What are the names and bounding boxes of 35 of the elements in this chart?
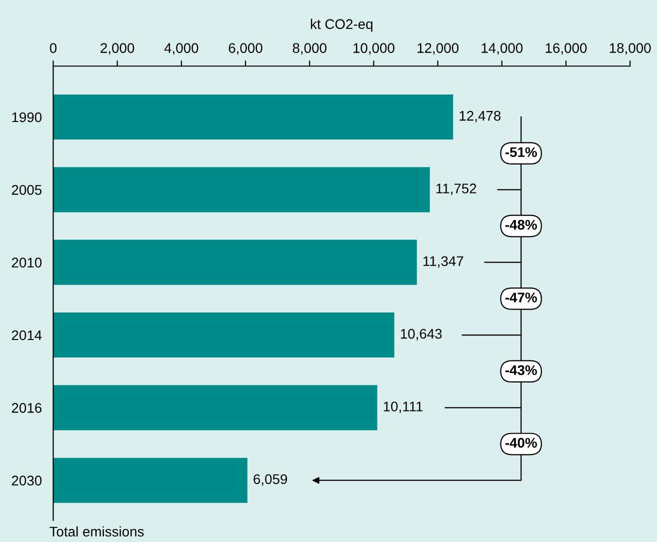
x-tick-label: 14,000: [482, 43, 523, 55]
x-tick-label: 8,000: [292, 43, 326, 55]
annotation: -40%: [505, 438, 537, 448]
y-tick-label: 2005: [12, 185, 42, 195]
x-tick-label: 10,000: [354, 43, 394, 55]
annotation: -51%: [505, 147, 537, 158]
x-tick-label: 18,000: [610, 43, 651, 55]
annotation: -43%: [505, 365, 537, 376]
data-label: 12,478: [460, 110, 501, 122]
y-tick-label: 2016: [12, 403, 42, 413]
bar: [53, 94, 454, 140]
text: Total emissions: [50, 526, 144, 537]
bar: [53, 167, 430, 212]
annotation: -47%: [505, 292, 537, 302]
data-label: 11,752: [436, 184, 476, 196]
x-tick-label: 2,000: [100, 43, 134, 55]
data-label: 10,111: [384, 402, 423, 414]
y-tick-label: 2030: [12, 476, 42, 486]
data-label: 11,347: [423, 256, 464, 268]
data-label: 6,059: [254, 474, 288, 486]
x-tick-label: 4,000: [164, 43, 198, 55]
data-label: 10,643: [400, 328, 442, 340]
x-tick-label: 12,000: [418, 43, 458, 55]
bar: [53, 385, 378, 430]
bar: [53, 240, 417, 285]
x-tick-label: 0: [50, 43, 57, 53]
bar: [53, 312, 394, 358]
bar: [53, 458, 248, 503]
y-tick-label: 1990: [12, 112, 42, 122]
x-axis-title: kt CO2-eq: [310, 18, 372, 32]
y-tick-label: 2010: [12, 258, 42, 268]
x-tick-label: 16,000: [546, 43, 587, 55]
x-tick-label: 6,000: [228, 43, 262, 55]
annotation: -48%: [505, 220, 537, 230]
y-tick-label: 2014: [12, 330, 42, 340]
